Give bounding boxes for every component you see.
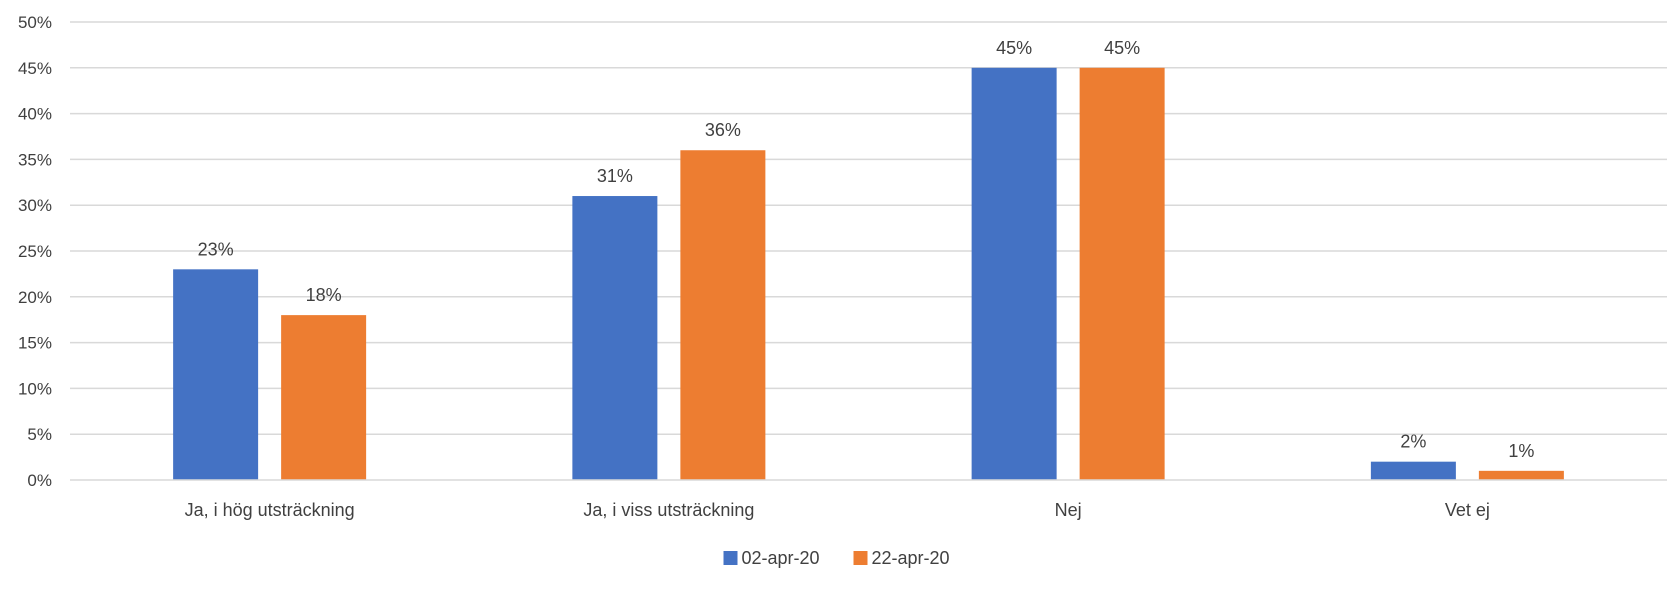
data-label: 23% xyxy=(198,239,234,259)
y-tick-label: 5% xyxy=(27,425,52,444)
data-labels: 23% 18% 31% 36% 45% 45% 2% 1% xyxy=(198,38,1535,461)
y-tick-label: 40% xyxy=(18,105,52,124)
data-label: 18% xyxy=(306,285,342,305)
data-label: 1% xyxy=(1508,441,1534,461)
y-tick-label: 50% xyxy=(18,13,52,32)
legend: 02-apr-20 22-apr-20 xyxy=(723,548,950,568)
bar xyxy=(572,196,658,481)
x-category-label: Ja, i hög utsträckning xyxy=(185,500,355,520)
legend-label: 22-apr-20 xyxy=(872,548,950,568)
y-tick-label: 35% xyxy=(18,150,52,169)
x-axis-categories: Ja, i hög utsträckning Ja, i viss utsträc… xyxy=(185,500,1490,520)
bar xyxy=(680,150,766,481)
bars xyxy=(173,67,1564,481)
x-category-label: Ja, i viss utsträckning xyxy=(583,500,754,520)
bar xyxy=(1079,67,1165,481)
data-label: 45% xyxy=(1104,38,1140,58)
legend-label: 02-apr-20 xyxy=(742,548,820,568)
data-label: 45% xyxy=(996,38,1032,58)
y-tick-label: 25% xyxy=(18,242,52,261)
y-tick-label: 15% xyxy=(18,334,52,353)
bar xyxy=(971,67,1057,481)
y-tick-label: 20% xyxy=(18,288,52,307)
bar xyxy=(1478,470,1564,480)
data-label: 31% xyxy=(597,166,633,186)
bar xyxy=(281,315,367,480)
y-tick-label: 30% xyxy=(18,196,52,215)
y-tick-label: 45% xyxy=(18,59,52,78)
legend-swatch xyxy=(853,551,868,565)
y-tick-label: 10% xyxy=(18,379,52,398)
bar xyxy=(173,269,259,480)
data-label: 2% xyxy=(1400,432,1426,452)
x-category-label: Vet ej xyxy=(1445,500,1490,520)
data-label: 36% xyxy=(705,120,741,140)
x-category-label: Nej xyxy=(1055,500,1082,520)
bar xyxy=(1370,461,1456,480)
legend-swatch xyxy=(723,551,738,565)
y-tick-label: 0% xyxy=(27,471,52,490)
y-axis-ticks: 0% 5% 10% 15% 20% 25% 30% 35% 40% 45% 50% xyxy=(18,13,52,490)
